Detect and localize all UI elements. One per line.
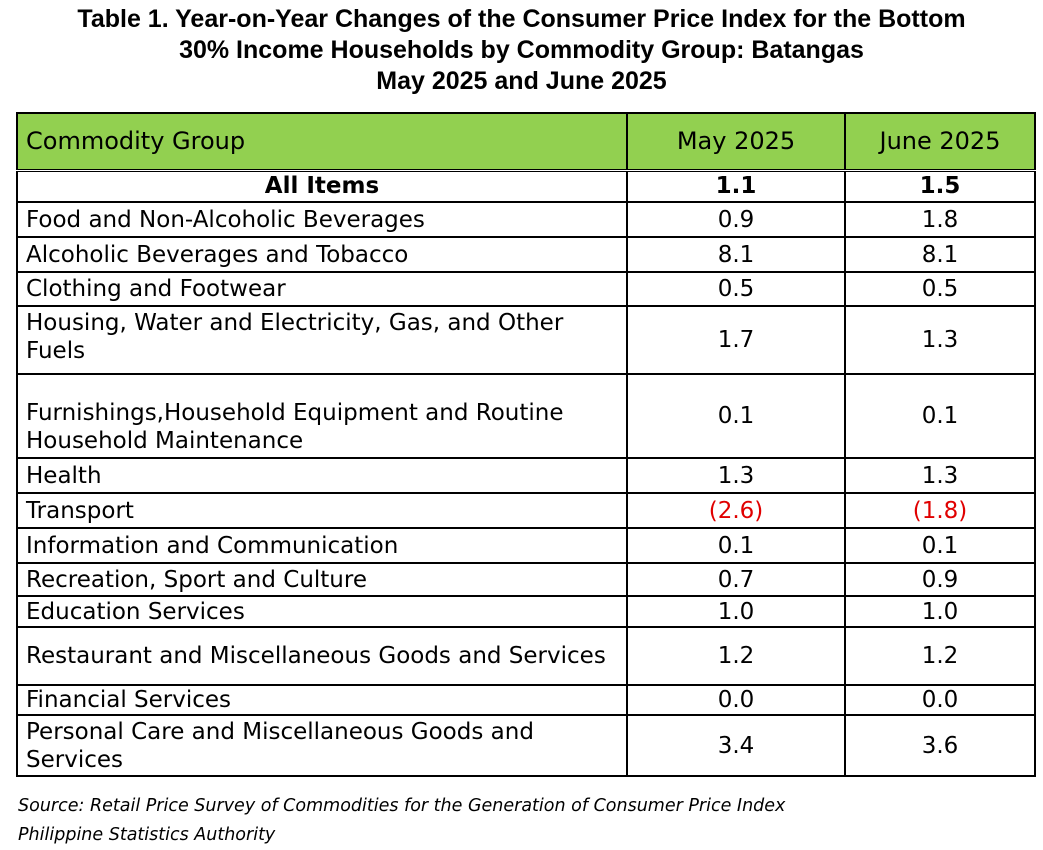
row-label: Clothing and Footwear (16, 271, 628, 307)
may-value: 1.7 (626, 305, 846, 375)
row-label: Recreation, Sport and Culture (16, 562, 628, 597)
table-row: All Items 1.1 1.5 (16, 168, 1036, 203)
may-value: 0.0 (626, 684, 846, 716)
table-row: Transport (2.6) (1.8) (16, 492, 1036, 529)
header-may-2025: May 2025 (626, 112, 846, 171)
row-label: Food and Non-Alcoholic Beverages (16, 201, 628, 238)
may-value: 1.2 (626, 626, 846, 686)
row-label: Information and Communication (16, 527, 628, 564)
june-value: 3.6 (844, 714, 1036, 777)
june-value: 1.5 (844, 168, 1036, 203)
title-line-1: Table 1. Year-on-Year Changes of the Con… (77, 5, 966, 33)
table-row: Financial Services 0.0 0.0 (16, 684, 1036, 716)
june-value: 8.1 (844, 236, 1036, 273)
june-value: 0.0 (844, 684, 1036, 716)
row-label: Housing, Water and Electricity, Gas, and… (16, 305, 628, 375)
may-value: 0.5 (626, 271, 846, 307)
may-value: 0.1 (626, 373, 846, 459)
june-value: 1.3 (844, 305, 1036, 375)
may-value: (2.6) (626, 492, 846, 529)
title-line-2: 30% Income Households by Commodity Group… (179, 36, 864, 64)
source-note: Source: Retail Price Survey of Commoditi… (18, 792, 785, 850)
row-label: Financial Services (16, 684, 628, 716)
cpi-table: Commodity Group May 2025 June 2025 All I… (16, 112, 1036, 777)
table-row: Personal Care and Miscellaneous Goods an… (16, 714, 1036, 777)
june-value: (1.8) (844, 492, 1036, 529)
table-row: Information and Communication 0.1 0.1 (16, 527, 1036, 564)
table-row: Alcoholic Beverages and Tobacco 8.1 8.1 (16, 236, 1036, 273)
header-row: Commodity Group May 2025 June 2025 (16, 112, 1036, 171)
may-value: 0.9 (626, 201, 846, 238)
row-label: Restaurant and Miscellaneous Goods and S… (16, 626, 628, 686)
june-value: 0.1 (844, 527, 1036, 564)
header-june-2025: June 2025 (844, 112, 1036, 171)
june-value: 0.9 (844, 562, 1036, 597)
row-label: Alcoholic Beverages and Tobacco (16, 236, 628, 273)
june-value: 1.0 (844, 595, 1036, 628)
source-line-2: Philippine Statistics Authority (18, 825, 276, 845)
table-title: Table 1. Year-on-Year Changes of the Con… (0, 4, 1043, 97)
june-value: 1.2 (844, 626, 1036, 686)
june-value: 1.3 (844, 457, 1036, 494)
table-row: Education Services 1.0 1.0 (16, 595, 1036, 628)
table-row: Health 1.3 1.3 (16, 457, 1036, 494)
may-value: 1.0 (626, 595, 846, 628)
table-row: Recreation, Sport and Culture 0.7 0.9 (16, 562, 1036, 597)
row-label: All Items (16, 168, 628, 203)
may-value: 1.3 (626, 457, 846, 494)
title-line-3: May 2025 and June 2025 (376, 67, 667, 95)
table-row: Furnishings,Household Equipment and Rout… (16, 373, 1036, 459)
table-row: Food and Non-Alcoholic Beverages 0.9 1.8 (16, 201, 1036, 238)
row-label: Transport (16, 492, 628, 529)
row-label: Education Services (16, 595, 628, 628)
row-label: Health (16, 457, 628, 494)
may-value: 8.1 (626, 236, 846, 273)
may-value: 3.4 (626, 714, 846, 777)
table-row: Clothing and Footwear 0.5 0.5 (16, 271, 1036, 307)
may-value: 0.7 (626, 562, 846, 597)
table-row: Restaurant and Miscellaneous Goods and S… (16, 626, 1036, 686)
may-value: 1.1 (626, 168, 846, 203)
row-label: Personal Care and Miscellaneous Goods an… (16, 714, 628, 777)
table-row: Housing, Water and Electricity, Gas, and… (16, 305, 1036, 375)
source-line-1: Source: Retail Price Survey of Commoditi… (18, 796, 786, 816)
june-value: 1.8 (844, 201, 1036, 238)
header-commodity-group: Commodity Group (16, 112, 628, 171)
may-value: 0.1 (626, 527, 846, 564)
row-label: Furnishings,Household Equipment and Rout… (16, 373, 628, 459)
june-value: 0.1 (844, 373, 1036, 459)
june-value: 0.5 (844, 271, 1036, 307)
